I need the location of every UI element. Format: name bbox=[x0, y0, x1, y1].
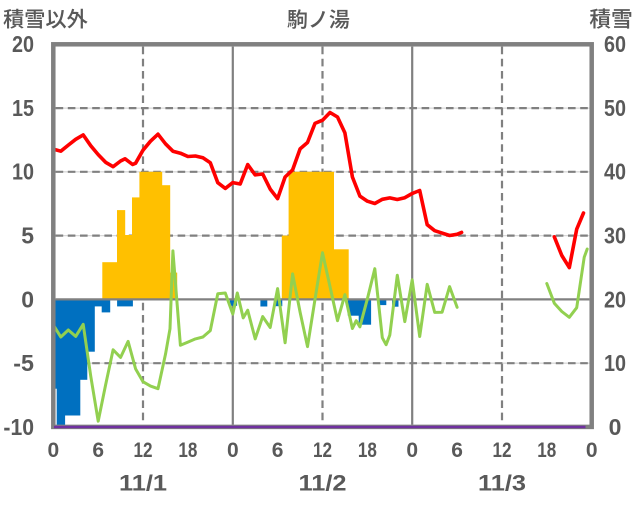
svg-text:0: 0 bbox=[586, 439, 598, 462]
svg-text:15: 15 bbox=[12, 95, 34, 121]
svg-text:6: 6 bbox=[451, 439, 463, 462]
svg-text:0: 0 bbox=[47, 439, 59, 462]
svg-text:0: 0 bbox=[406, 439, 418, 462]
svg-text:10: 10 bbox=[604, 350, 626, 376]
svg-text:50: 50 bbox=[604, 95, 626, 121]
svg-text:18: 18 bbox=[358, 439, 377, 462]
svg-text:18: 18 bbox=[537, 439, 556, 462]
svg-text:60: 60 bbox=[604, 31, 626, 57]
svg-text:6: 6 bbox=[272, 439, 284, 462]
svg-text:5: 5 bbox=[21, 223, 34, 249]
svg-text:-5: -5 bbox=[13, 350, 34, 376]
svg-text:-10: -10 bbox=[3, 414, 34, 440]
svg-text:20: 20 bbox=[12, 31, 34, 57]
svg-text:12: 12 bbox=[134, 439, 153, 462]
svg-text:30: 30 bbox=[604, 223, 626, 249]
svg-text:12: 12 bbox=[313, 439, 332, 462]
svg-text:6: 6 bbox=[92, 439, 104, 462]
svg-text:10: 10 bbox=[12, 159, 34, 185]
svg-text:0: 0 bbox=[227, 439, 239, 462]
svg-text:40: 40 bbox=[604, 159, 626, 185]
svg-text:11/1: 11/1 bbox=[119, 470, 167, 495]
svg-text:12: 12 bbox=[493, 439, 512, 462]
svg-text:11/2: 11/2 bbox=[299, 470, 347, 495]
svg-text:20: 20 bbox=[604, 286, 626, 312]
svg-text:18: 18 bbox=[178, 439, 197, 462]
svg-text:0: 0 bbox=[609, 414, 622, 440]
svg-text:11/3: 11/3 bbox=[478, 470, 526, 495]
svg-text:0: 0 bbox=[21, 286, 34, 312]
